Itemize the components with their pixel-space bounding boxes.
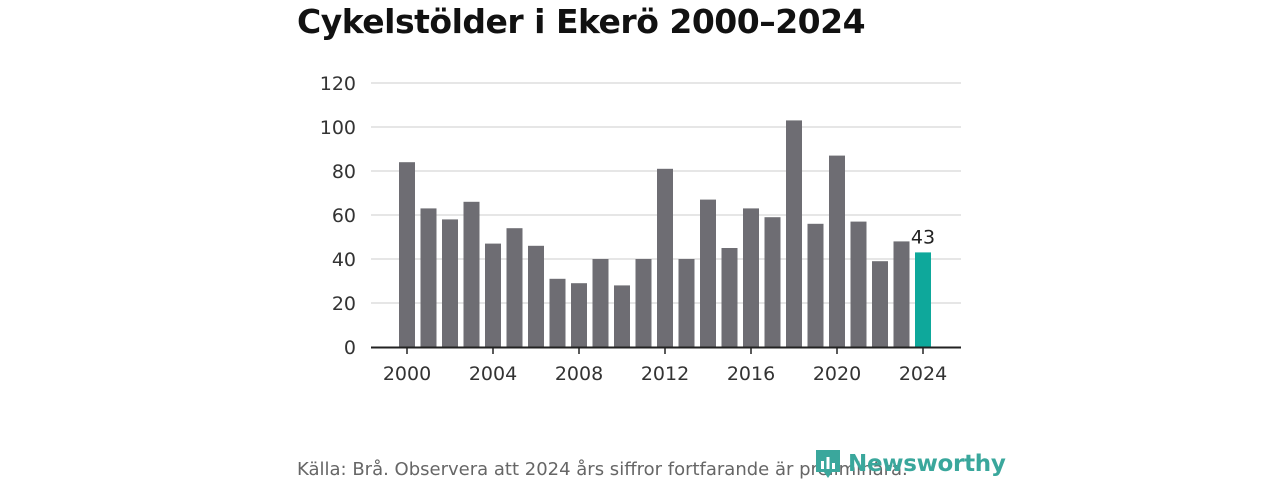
- y-tick-label: 0: [344, 337, 356, 359]
- bar-2019: [807, 223, 824, 347]
- y-tick-label: 60: [332, 205, 356, 227]
- x-tick-label: 2000: [383, 363, 431, 385]
- y-tick-label: 100: [320, 117, 356, 139]
- logo-text: Newsworthy: [848, 451, 1006, 477]
- y-tick-label: 80: [332, 161, 356, 183]
- y-axis-ticks: 0 20 40 60 80 100 120: [320, 73, 356, 359]
- bar-2018: [786, 120, 802, 348]
- bar-2017: [764, 217, 781, 347]
- bar-2001: [420, 208, 437, 347]
- bar-2000: [399, 162, 415, 347]
- data-label-2024: 43: [911, 226, 935, 248]
- bar-2007: [549, 278, 566, 347]
- bar-2022: [872, 261, 888, 347]
- source-note: Källa: Brå. Observera att 2024 års siffr…: [297, 459, 908, 480]
- bar-2015: [721, 248, 738, 347]
- y-tick-label: 120: [320, 73, 356, 95]
- x-tick-label: 2008: [555, 363, 603, 385]
- bar-2009: [592, 259, 609, 347]
- bar-2012: [657, 168, 673, 347]
- y-tick-label: 40: [332, 249, 356, 271]
- bar-chart: 0 20 40 60 80 100 120 2000 2004 2008 2012 2016 2020…: [320, 73, 961, 385]
- newsworthy-logo: Newsworthy: [814, 447, 1006, 481]
- x-tick-label: 2020: [813, 363, 861, 385]
- bar-2003: [463, 201, 480, 347]
- bar-2010: [614, 285, 630, 347]
- bar-chart-icon: [816, 450, 840, 478]
- bar-2016: [743, 208, 759, 347]
- bar-2013: [678, 259, 695, 347]
- bar-2006: [528, 245, 544, 347]
- chart-title: Cykelstölder i Ekerö 2000–2024: [297, 2, 866, 41]
- bar-2004: [485, 243, 501, 347]
- bar-2008: [571, 283, 587, 347]
- bar-2024: [915, 252, 931, 347]
- x-tick-label: 2012: [641, 363, 689, 385]
- bar-2005: [506, 228, 523, 347]
- bar-2020: [829, 155, 845, 347]
- x-tick-label: 2004: [469, 363, 517, 385]
- bar-2011: [635, 259, 652, 347]
- bar-2014: [700, 199, 716, 347]
- x-axis: 2000 2004 2008 2012 2016 2020 2024: [371, 346, 961, 385]
- bar-2002: [442, 219, 458, 347]
- data-labels: 43: [911, 226, 935, 248]
- x-tick-label: 2024: [899, 363, 947, 385]
- bar-2021: [850, 221, 867, 347]
- bars: [399, 120, 931, 348]
- bar-2023: [893, 241, 910, 347]
- y-tick-label: 20: [332, 293, 356, 315]
- x-tick-label: 2016: [727, 363, 775, 385]
